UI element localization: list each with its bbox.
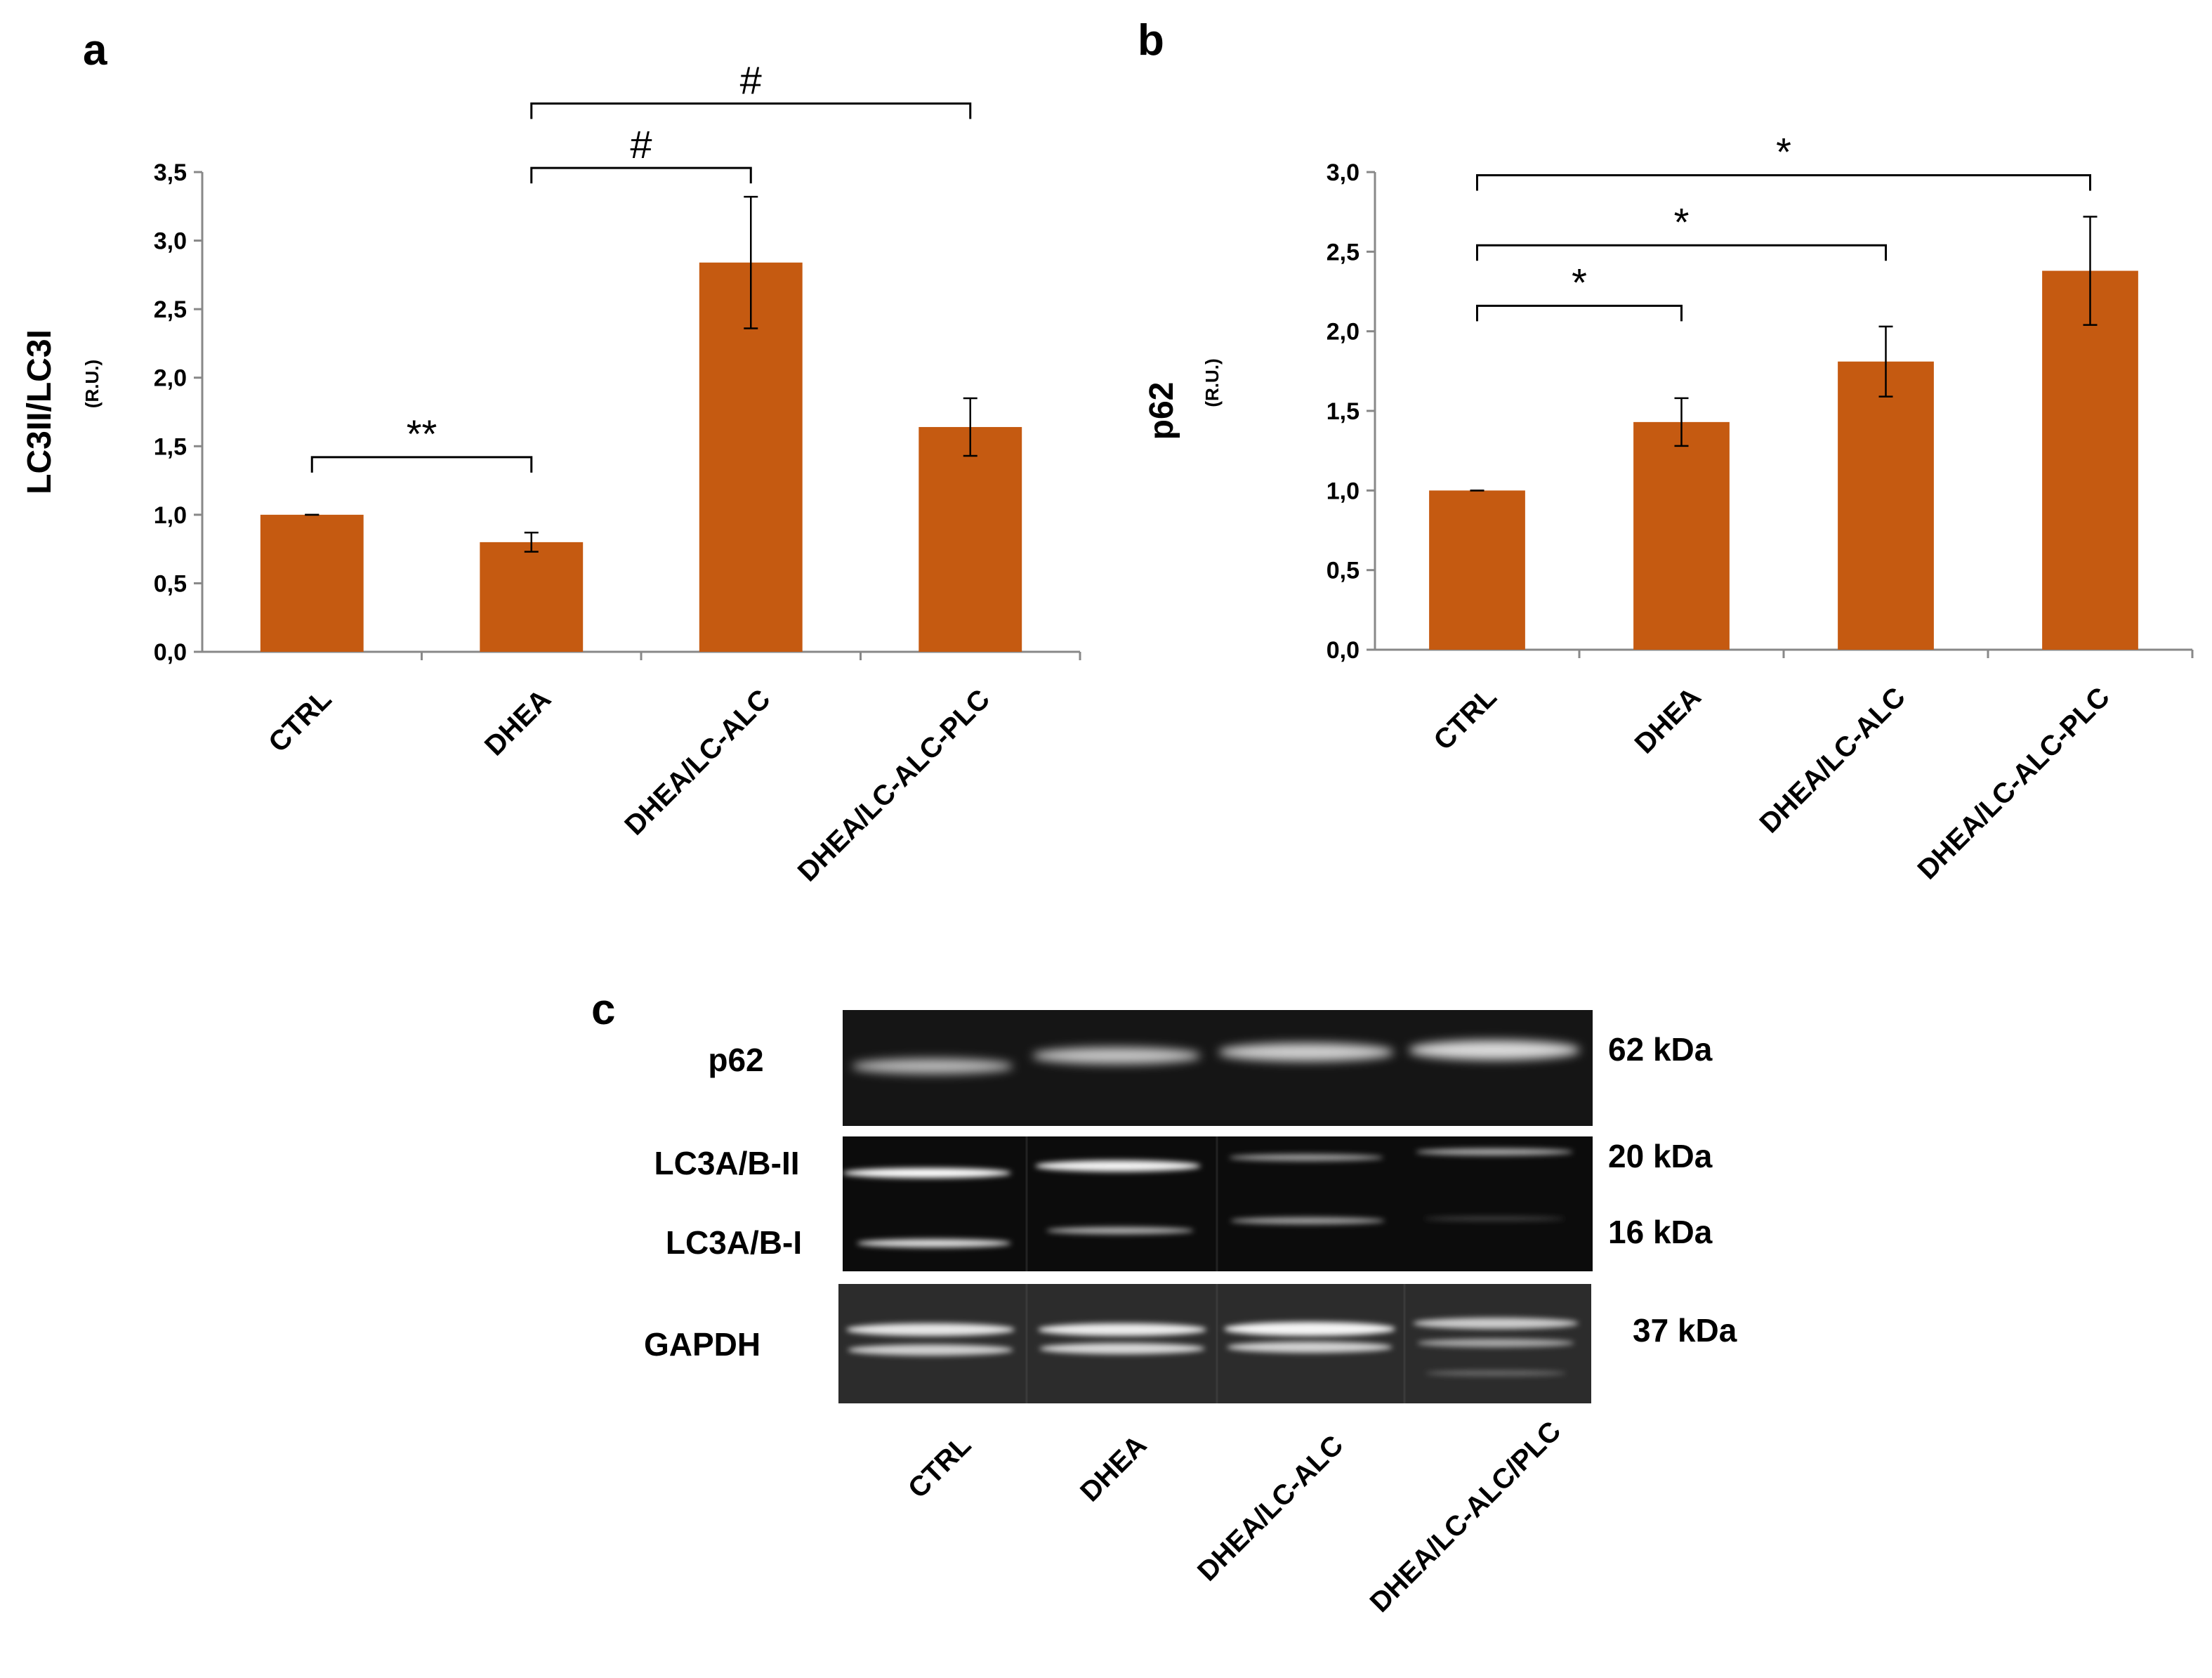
blot-size-20kda: 20 kDa [1608,1138,1713,1174]
blot-band [852,1058,1013,1074]
x-tick-label: DHEA/LC-ALC-PLC [1912,681,2116,885]
chart-a: 0,0 0,5 1,0 1,5 2,0 2,5 3,0 3,5 CTRL DHEA DHEA/LC-… [21,58,1081,888]
blot-lane-label-ctrl: CTRL [902,1429,977,1505]
significance-marker: * [1776,130,1791,174]
y-tick-label: 3,5 [154,159,187,186]
y-tick-label: 0,0 [154,639,187,666]
blot-lane-label-dhea-lc-alc: DHEA/LC-ALC [1192,1429,1349,1587]
blot-band [843,1168,1011,1178]
blot-band [1032,1047,1201,1064]
blot-band [1409,1040,1580,1060]
blot-band [1413,1318,1579,1329]
blot-row-label-lc3-ii: LC3A/B-II [654,1145,800,1181]
significance-marker: # [740,58,762,102]
significance-bracket [1476,304,1683,322]
y-tick-label: 0,5 [1326,558,1360,584]
chart-b: 0,0 0,5 1,0 1,5 2,0 2,5 3,0 CTRL DHEA DHEA/LC-ALC… [1143,130,2194,886]
blot-band [846,1323,1015,1336]
y-tick-label: 1,5 [154,433,187,460]
blot-band [1039,1343,1205,1354]
bar [260,514,364,652]
significance-marker: * [1674,199,1690,244]
blot-row-label-p62: p62 [708,1042,763,1078]
blot-band [857,1239,1011,1247]
significance-bracket [310,456,533,473]
significance-bracket [1476,174,2091,191]
panel-letter-a: a [83,26,107,74]
blot-lane-label-dhea: DHEA [1074,1429,1152,1507]
western-blot: p62 LC3A/B-II LC3A/B-I GAPDH 62 kDa 20 k… [644,1010,1737,1618]
bar [1633,421,1730,650]
blot-band [1218,1043,1394,1061]
blot-band [1046,1227,1194,1234]
y-axis-label: p62 [1143,382,1180,440]
y-tick-label: 2,0 [154,365,187,392]
blot-lane-label-dhea-lc-alc-plc: DHEA/LC-ALC/PLC [1364,1415,1567,1618]
blot-band [1424,1217,1565,1221]
x-tick-label: CTRL [263,683,338,759]
y-tick-label: 2,5 [154,296,187,323]
significance-bracket [530,166,752,184]
blot-row-label-gapdh: GAPDH [644,1326,761,1363]
y-tick-label: 1,0 [154,502,187,529]
significance-bracket [1476,244,1887,261]
y-tick-label: 3,0 [1326,159,1360,186]
bar [919,426,1022,652]
x-tick-label: DHEA [1629,681,1707,759]
bar [2042,270,2138,650]
x-tick-label: CTRL [1428,681,1503,756]
x-tick-label: DHEA/LC-ALC [1753,681,1911,839]
blot-band [1227,1342,1393,1353]
y-tick-label: 1,0 [1326,478,1360,504]
y-axis-unit: (R.U.) [81,360,103,408]
blot-band [848,1344,1013,1356]
y-axis-label: LC3II/LC3I [21,329,58,494]
significance-marker: ** [407,412,437,456]
x-tick-label: DHEA/LC-ALC-PLC [792,683,996,887]
blot-band [1416,1148,1573,1155]
blot-size-37kda: 37 kDa [1633,1312,1737,1349]
blot-band [1035,1160,1201,1172]
bar [1838,361,1934,650]
blot-row-label-lc3-i: LC3A/B-I [666,1224,802,1261]
blot-size-16kda: 16 kDa [1608,1214,1713,1250]
blot-band [1417,1339,1574,1347]
blot-band [1224,1322,1395,1336]
significance-marker: # [630,122,652,166]
blot-band [1426,1370,1566,1376]
y-tick-label: 0,0 [1326,637,1360,664]
bar [480,542,584,652]
y-tick-label: 2,5 [1326,239,1360,266]
y-axis-unit: (R.U.) [1202,358,1223,407]
blot-band [1038,1323,1206,1336]
blot-band [1229,1154,1383,1161]
panel-letter-b: b [1138,16,1164,65]
blot-band [1230,1217,1385,1224]
blot-size-62kda: 62 kDa [1608,1031,1713,1068]
y-tick-label: 3,0 [154,228,187,255]
bar [1429,490,1525,650]
y-tick-label: 2,0 [1326,319,1360,346]
x-tick-label: DHEA [479,683,557,761]
significance-bracket [530,102,972,119]
panel-letter-c: c [591,985,615,1034]
x-tick-label: DHEA/LC-ALC [619,683,776,841]
significance-marker: * [1572,260,1587,304]
y-tick-label: 0,5 [154,570,187,597]
y-tick-label: 1,5 [1326,398,1360,425]
